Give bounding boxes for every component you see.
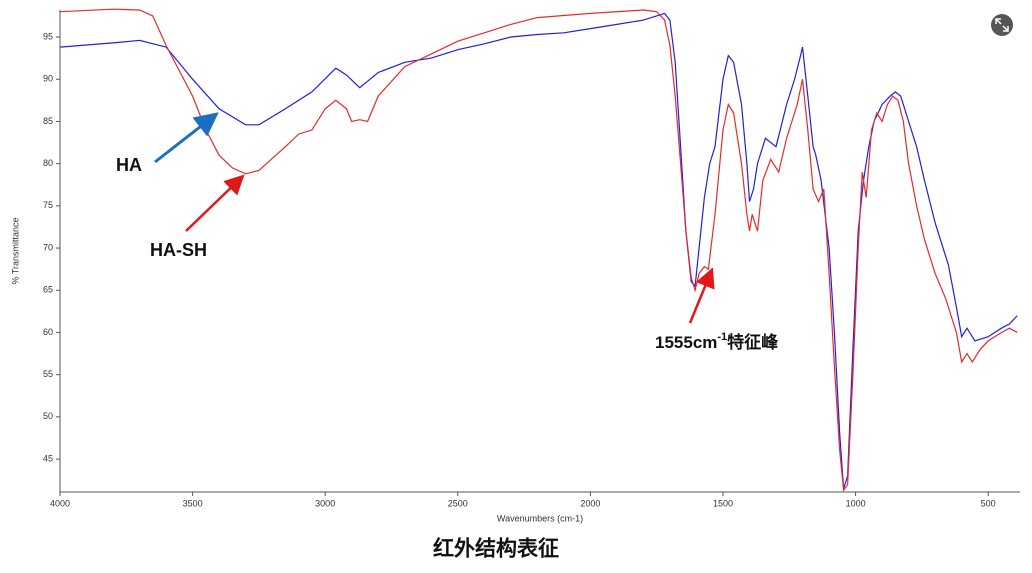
annotation: 1555cm-1特征峰	[655, 331, 779, 353]
x-tick-label: 500	[981, 498, 996, 508]
plot-area	[60, 10, 1020, 492]
x-tick-label: 3000	[315, 498, 335, 508]
annotation: HA-SH	[150, 240, 207, 260]
x-tick-label: 1000	[846, 498, 866, 508]
annotation-text: 1555cm	[655, 333, 717, 352]
y-tick-label: 65	[43, 285, 53, 295]
x-tick-label: 1500	[713, 498, 733, 508]
y-axis-label: % Transmittance	[10, 217, 20, 284]
series-line	[59, 8, 1018, 493]
caption: 红外结构表征	[433, 537, 559, 561]
y-tick-label: 70	[43, 242, 53, 252]
y-tick-label: 60	[43, 327, 53, 337]
y-tick-label: 85	[43, 116, 53, 126]
x-axis-label: Wavenumbers (cm-1)	[497, 513, 583, 523]
y-tick-label: 80	[43, 158, 53, 168]
y-tick-label: 90	[43, 74, 53, 84]
arrow	[185, 174, 245, 232]
x-tick-label: 2500	[448, 498, 468, 508]
plot	[59, 8, 1018, 493]
y-tick-label: 50	[43, 411, 53, 421]
annotation: HA	[116, 155, 142, 175]
y-tick-label: 95	[43, 31, 53, 41]
arrow	[688, 267, 715, 324]
y-tick-label: 45	[43, 453, 53, 463]
series-line	[59, 12, 1018, 489]
arrow	[154, 112, 219, 164]
x-tick-label: 4000	[50, 498, 70, 508]
annotation-text: 特征峰	[727, 332, 779, 352]
expand-button[interactable]	[991, 14, 1013, 36]
annotation-sup: -1	[717, 331, 727, 343]
y-tick-label: 55	[43, 369, 53, 379]
x-tick-label: 2000	[580, 498, 600, 508]
x-tick-label: 3500	[183, 498, 203, 508]
y-tick-label: 75	[43, 200, 53, 210]
